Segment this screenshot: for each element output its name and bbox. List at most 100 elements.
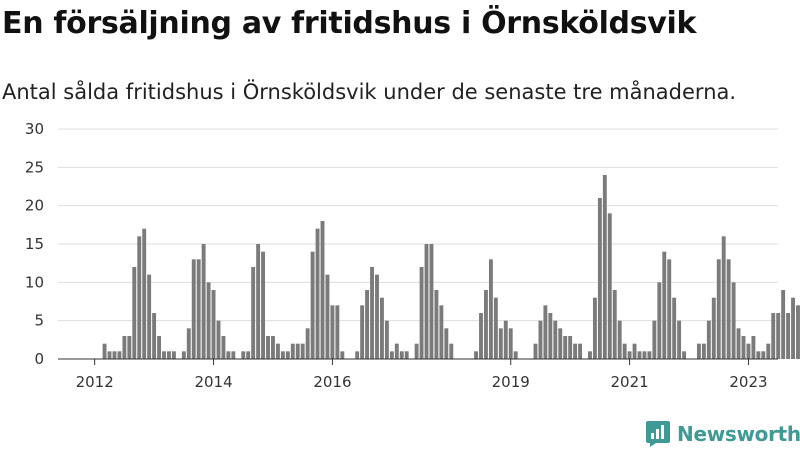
bar	[102, 343, 107, 359]
bar	[498, 328, 503, 359]
bar	[736, 328, 741, 359]
bar	[127, 336, 132, 359]
bar	[696, 343, 701, 359]
bar	[206, 282, 211, 359]
bar	[617, 320, 622, 359]
bar	[216, 320, 221, 359]
chart-title: En försäljning av fritidshus i Örnskölds…	[2, 6, 697, 41]
bar	[488, 259, 493, 359]
bar	[379, 297, 384, 359]
bar	[553, 320, 558, 359]
bar	[607, 213, 612, 359]
bar	[548, 313, 553, 359]
bar	[766, 343, 771, 359]
bar	[597, 198, 602, 359]
bar	[791, 297, 795, 359]
bar	[152, 313, 157, 359]
bar	[285, 351, 290, 359]
newsworthy-logo: Newsworthy	[645, 420, 800, 448]
bar	[246, 351, 251, 359]
bar	[543, 305, 548, 359]
bar	[112, 351, 117, 359]
bar	[558, 328, 563, 359]
bar	[404, 351, 409, 359]
x-tick-label: 2016	[313, 373, 351, 391]
bar	[721, 236, 726, 359]
y-tick-label: 25	[25, 158, 44, 176]
bar	[424, 244, 429, 359]
bar	[191, 259, 196, 359]
y-tick-label: 5	[34, 312, 44, 330]
bar	[310, 251, 315, 359]
bar	[513, 351, 518, 359]
bar	[340, 351, 345, 359]
bars	[102, 175, 800, 359]
bar	[751, 336, 756, 359]
bar	[196, 259, 201, 359]
bar	[132, 267, 137, 359]
x-tick-label: 2014	[194, 373, 232, 391]
y-tick-label: 10	[25, 273, 44, 291]
bar	[384, 320, 389, 359]
bar	[479, 313, 483, 359]
bar	[776, 313, 781, 359]
bar	[647, 351, 652, 359]
bar	[147, 274, 152, 359]
bar	[622, 343, 627, 359]
bar	[360, 305, 365, 359]
bar	[503, 320, 508, 359]
bar	[251, 267, 256, 359]
bar	[786, 313, 791, 359]
bar-chart: 0 5 10 15 20 25 30 2012 2014 2016 2019 2021 2023 20 2…	[25, 120, 800, 391]
bar	[632, 343, 637, 359]
bar	[701, 343, 706, 359]
bar	[568, 336, 573, 359]
bar	[181, 351, 186, 359]
x-tick-label: 2023	[729, 373, 767, 391]
bar	[330, 305, 335, 359]
bar	[122, 336, 127, 359]
bar	[300, 343, 305, 359]
bar	[746, 343, 751, 359]
y-tick-label: 30	[25, 120, 44, 138]
bar	[256, 244, 261, 359]
bar	[677, 320, 682, 359]
bar	[419, 267, 424, 359]
bar	[627, 351, 632, 359]
bar	[231, 351, 236, 359]
bar	[706, 320, 711, 359]
x-tick-label: 2012	[76, 373, 114, 391]
bar	[439, 305, 444, 359]
x-tick-label: 2019	[492, 373, 530, 391]
bar	[320, 221, 325, 359]
newsworthy-bar-chart-icon	[646, 421, 670, 447]
bar	[142, 228, 147, 359]
bar	[642, 351, 647, 359]
bar	[612, 290, 617, 359]
bar	[280, 351, 285, 359]
x-tick-label: 2021	[610, 373, 648, 391]
bar	[711, 297, 716, 359]
bar	[741, 336, 746, 359]
bar	[493, 297, 498, 359]
logo-text: Newsworthy	[677, 422, 800, 446]
bar	[107, 351, 112, 359]
bar	[375, 274, 379, 359]
bar	[266, 336, 270, 359]
bar	[157, 336, 162, 359]
bar	[602, 175, 607, 359]
bar	[796, 305, 800, 359]
bar	[211, 290, 216, 359]
bar	[325, 274, 330, 359]
bar	[261, 251, 266, 359]
bar	[781, 290, 786, 359]
x-axis-ticks: 2012201420162019202120232025	[76, 359, 768, 391]
bar	[186, 328, 191, 359]
bar	[414, 343, 419, 359]
bar	[508, 328, 513, 359]
bar	[315, 228, 320, 359]
bar	[662, 251, 667, 359]
bar	[761, 351, 766, 359]
bar	[652, 320, 657, 359]
bar	[162, 351, 166, 359]
